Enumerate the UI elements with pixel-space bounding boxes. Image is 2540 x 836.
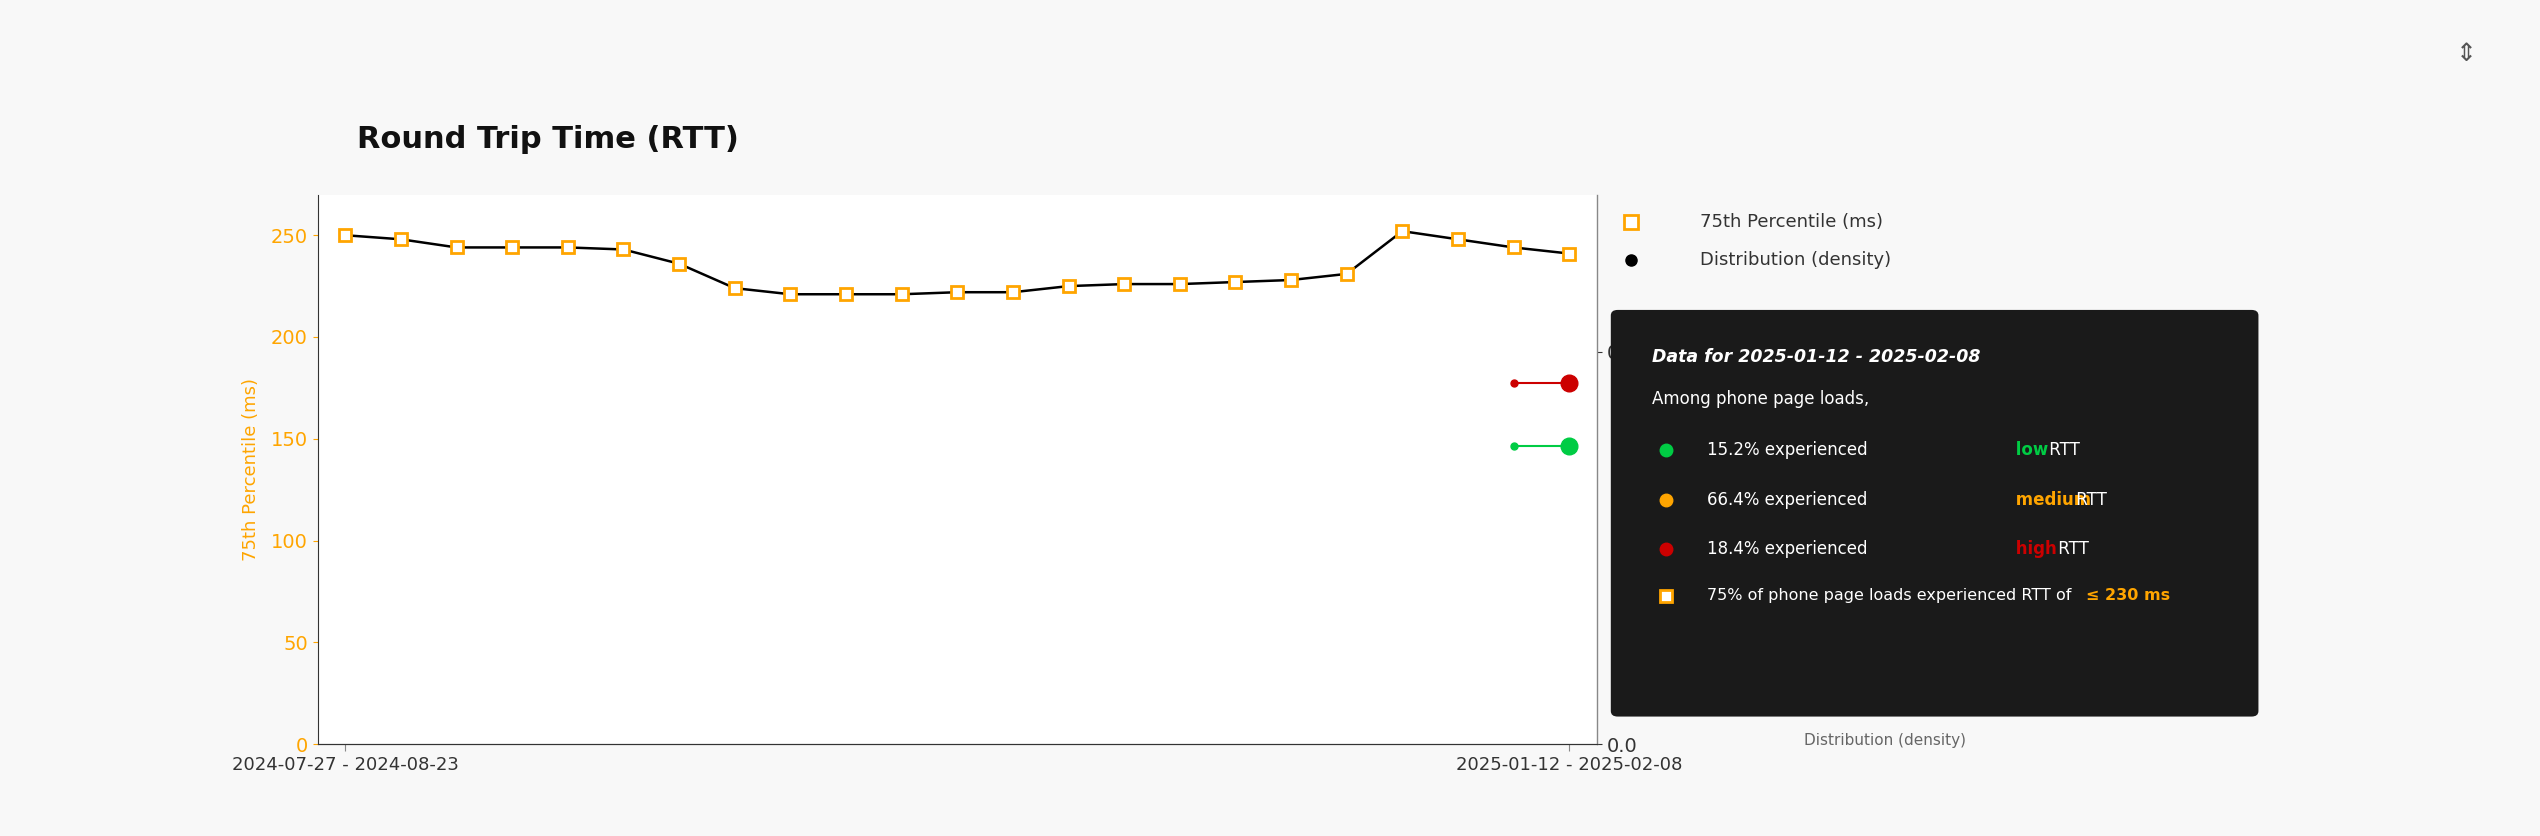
Text: Round Trip Time (RTT): Round Trip Time (RTT) bbox=[356, 125, 739, 154]
Text: 75% of phone page loads experienced RTT of: 75% of phone page loads experienced RTT … bbox=[1707, 589, 2078, 603]
Text: 18.4% experienced: 18.4% experienced bbox=[1707, 540, 1872, 558]
Text: ⇕: ⇕ bbox=[2456, 42, 2476, 66]
Text: 15.2% experienced: 15.2% experienced bbox=[1707, 441, 1872, 459]
Y-axis label: 75th Percentile (ms): 75th Percentile (ms) bbox=[241, 378, 259, 561]
Text: RTT: RTT bbox=[2070, 491, 2106, 508]
Text: medium: medium bbox=[2012, 491, 2090, 508]
Text: 75th Percentile (ms): 75th Percentile (ms) bbox=[1699, 213, 1882, 231]
Text: 66.4% experienced: 66.4% experienced bbox=[1707, 491, 1872, 508]
Text: high: high bbox=[2012, 540, 2057, 558]
Text: Distribution (density): Distribution (density) bbox=[1803, 733, 1966, 748]
Text: RTT: RTT bbox=[2045, 441, 2080, 459]
Text: Distribution (density): Distribution (density) bbox=[1699, 252, 1892, 269]
Text: Among phone page loads,: Among phone page loads, bbox=[1651, 390, 1869, 408]
FancyBboxPatch shape bbox=[1610, 310, 2258, 716]
Text: Data for 2025-01-12 - 2025-02-08: Data for 2025-01-12 - 2025-02-08 bbox=[1651, 349, 1981, 366]
Text: low: low bbox=[2012, 441, 2050, 459]
Text: ≤ 230 ms: ≤ 230 ms bbox=[2085, 589, 2169, 603]
Text: RTT: RTT bbox=[2052, 540, 2088, 558]
